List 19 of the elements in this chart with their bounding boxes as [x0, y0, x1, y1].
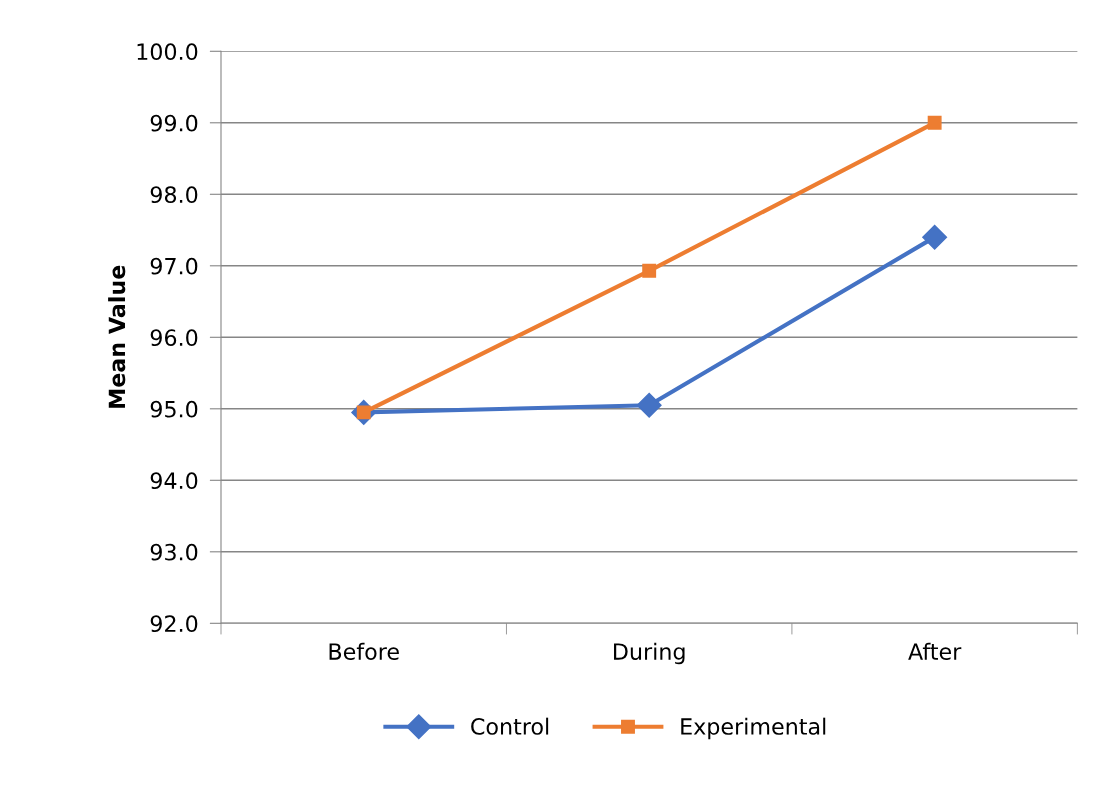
y-tick-label: 97.0 [150, 257, 198, 275]
y-tick-label: 92.0 [150, 615, 198, 633]
y-tick-label: 99.0 [150, 114, 198, 132]
point [642, 263, 657, 278]
x-tick-label: Before [329, 642, 399, 660]
legend-label: Control [471, 717, 549, 735]
y-tick-label: 93.0 [150, 543, 198, 561]
legend-label: Experimental [681, 717, 826, 740]
x-tick-label: After [908, 642, 962, 660]
y-tick-label: 100.0 [137, 43, 198, 61]
point [922, 224, 948, 250]
y-tick-label: 94.0 [150, 472, 198, 490]
y-tick-label: 95.0 [150, 400, 198, 418]
point [636, 392, 662, 418]
x-tick-label: During [614, 642, 685, 665]
y-tick-label: 98.0 [150, 186, 198, 204]
y-axis-title: Mean Value [108, 265, 126, 408]
point [927, 115, 942, 130]
y-tick-label: 96.0 [150, 329, 198, 347]
